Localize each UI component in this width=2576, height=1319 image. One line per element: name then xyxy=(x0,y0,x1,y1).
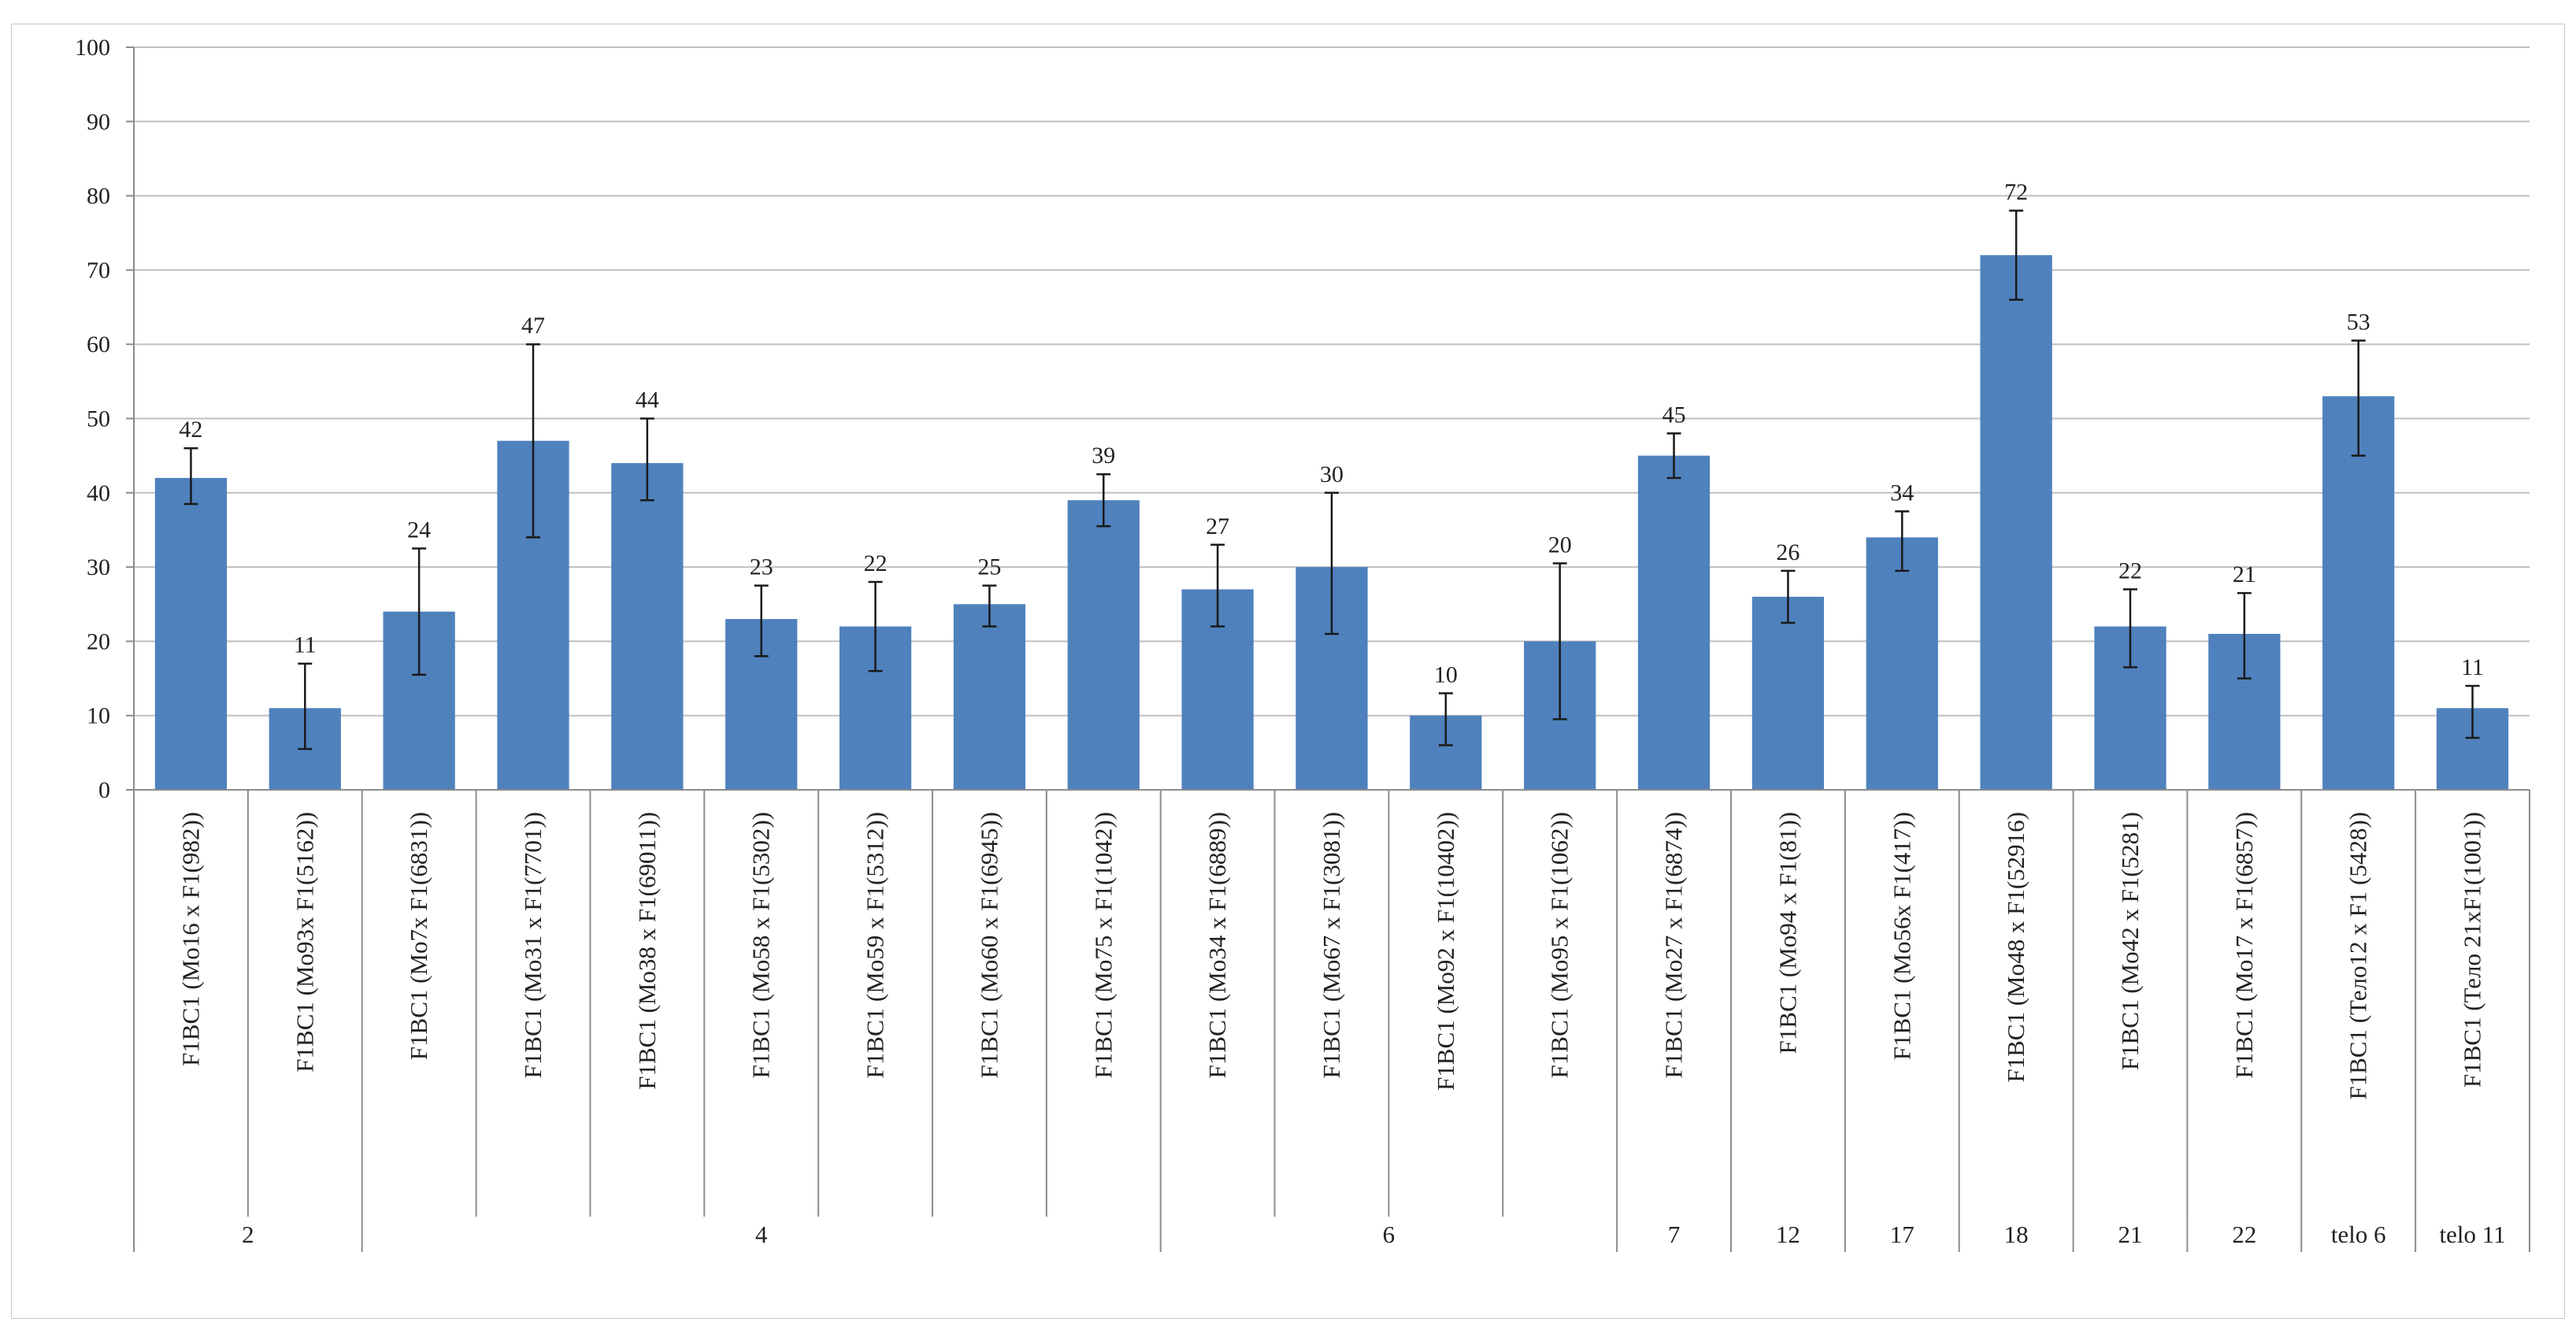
error-bars xyxy=(183,209,2480,750)
category-label: F1BC1 (Mo60 x F1(6945)) xyxy=(975,812,1003,1078)
bar xyxy=(154,477,228,790)
category-label: F1BC1 (Mo31 x F1(7701)) xyxy=(519,812,547,1078)
bar xyxy=(1067,500,1140,790)
y-tick-label: 30 xyxy=(87,554,110,580)
y-tick-label: 90 xyxy=(87,109,110,135)
group-label: 7 xyxy=(1668,1221,1681,1248)
data-label: 26 xyxy=(1776,539,1799,565)
data-label: 47 xyxy=(521,313,545,339)
category-label: F1BC1 (Mo92 x F1(10402)) xyxy=(1432,812,1459,1091)
category-label: F1BC1 (Mo67 x F1(3081)) xyxy=(1318,812,1345,1078)
category-label: F1BC1 (Mo38 x F1(69011)) xyxy=(633,812,661,1090)
data-label: 44 xyxy=(636,387,659,413)
data-label: 53 xyxy=(2347,309,2370,335)
bar xyxy=(2322,396,2395,790)
y-tick-label: 60 xyxy=(87,332,110,358)
y-tick-label: 20 xyxy=(87,628,110,654)
y-tick-label: 10 xyxy=(87,703,110,729)
category-label: F1BC1 (Mo17 x F1(6857)) xyxy=(2230,812,2258,1078)
category-label: F1BC1 (Mo34 x F1(6889)) xyxy=(1203,812,1231,1078)
category-label: F1BC1 (Mo7x F1(6831)) xyxy=(405,812,432,1060)
category-label: F1BC1 (Mo27 x F1(6874)) xyxy=(1660,812,1688,1078)
group-label: 6 xyxy=(1383,1221,1395,1248)
data-label: 21 xyxy=(2233,561,2256,587)
data-label: 11 xyxy=(2461,654,2484,680)
group-label: 4 xyxy=(755,1221,768,1248)
category-label: F1BC1 (Mo56x F1(417)) xyxy=(1888,812,1915,1060)
category-label: F1BC1 (Тело 21xF1(1001)) xyxy=(2459,812,2486,1087)
category-label: F1BC1 (Mo58 x F1(5302)) xyxy=(747,812,775,1078)
category-label: F1BC1 (Mo93x F1(5162)) xyxy=(291,812,318,1073)
category-label: F1BC1 (Mo48 x F1(52916) xyxy=(2002,812,2029,1083)
bar xyxy=(611,463,684,790)
y-tick-label: 80 xyxy=(87,183,110,209)
bar xyxy=(1980,255,2052,790)
data-label: 23 xyxy=(750,554,773,580)
bar xyxy=(1637,455,1711,790)
category-label: F1BC1 (Mo75 x F1(1042)) xyxy=(1089,812,1117,1078)
data-labels: 42 11 24 47 44 23 22 25 39 27 30 10 20 45 26 34 72 22 21 53… xyxy=(179,179,2484,687)
axes: 0 10 20 30 40 50 60 70 80 90 100 xyxy=(75,35,2530,803)
group-label: 22 xyxy=(2232,1221,2256,1248)
category-label: F1BC1 (Mo42 x F1(5281) xyxy=(2116,812,2144,1070)
data-label: 22 xyxy=(864,550,888,576)
data-label: 72 xyxy=(2004,179,2028,205)
group-label: 17 xyxy=(1890,1221,1914,1248)
category-label: F1BC1 (Mo59 x F1(5312)) xyxy=(862,812,889,1078)
category-axis: F1BC1 (Mo16 x F1(982)) F1BC1 (Mo93x F1(51… xyxy=(133,790,2530,1252)
y-tick-label: 0 xyxy=(98,777,110,803)
y-tick-label: 40 xyxy=(87,480,110,506)
bar xyxy=(1751,596,1825,790)
data-label: 34 xyxy=(1890,480,1914,506)
data-label: 45 xyxy=(1662,402,1686,428)
data-label: 30 xyxy=(1320,461,1344,487)
y-tick-label: 70 xyxy=(87,258,110,283)
group-label: 12 xyxy=(1776,1221,1800,1248)
group-label: telo 11 xyxy=(2440,1221,2506,1248)
group-label: 2 xyxy=(242,1221,254,1248)
category-label: F1BC1 (Mo16 x F1(982)) xyxy=(176,812,204,1066)
data-label: 11 xyxy=(294,632,317,658)
y-tick-label: 50 xyxy=(87,406,110,432)
data-label: 10 xyxy=(1434,661,1458,687)
group-label: 18 xyxy=(2004,1221,2029,1248)
group-label: telo 6 xyxy=(2331,1221,2386,1248)
data-label: 24 xyxy=(407,517,431,543)
category-label: F1BC1 (Тело12 x F1 (5428)) xyxy=(2344,812,2372,1100)
bar xyxy=(1866,537,1938,790)
y-tick-label: 100 xyxy=(75,35,110,61)
data-label: 39 xyxy=(1092,443,1115,469)
category-label: F1BC1 (Mo94 x F1(81)) xyxy=(1774,812,1801,1054)
data-label: 25 xyxy=(977,554,1001,580)
data-label: 27 xyxy=(1206,513,1229,539)
data-label: 42 xyxy=(179,417,202,443)
group-label: 21 xyxy=(2118,1221,2143,1248)
category-label: F1BC1 (Mo95 x F1(1062)) xyxy=(1546,812,1573,1078)
bar xyxy=(953,604,1026,790)
data-label: 20 xyxy=(1548,532,1572,558)
data-label: 22 xyxy=(2118,558,2142,584)
